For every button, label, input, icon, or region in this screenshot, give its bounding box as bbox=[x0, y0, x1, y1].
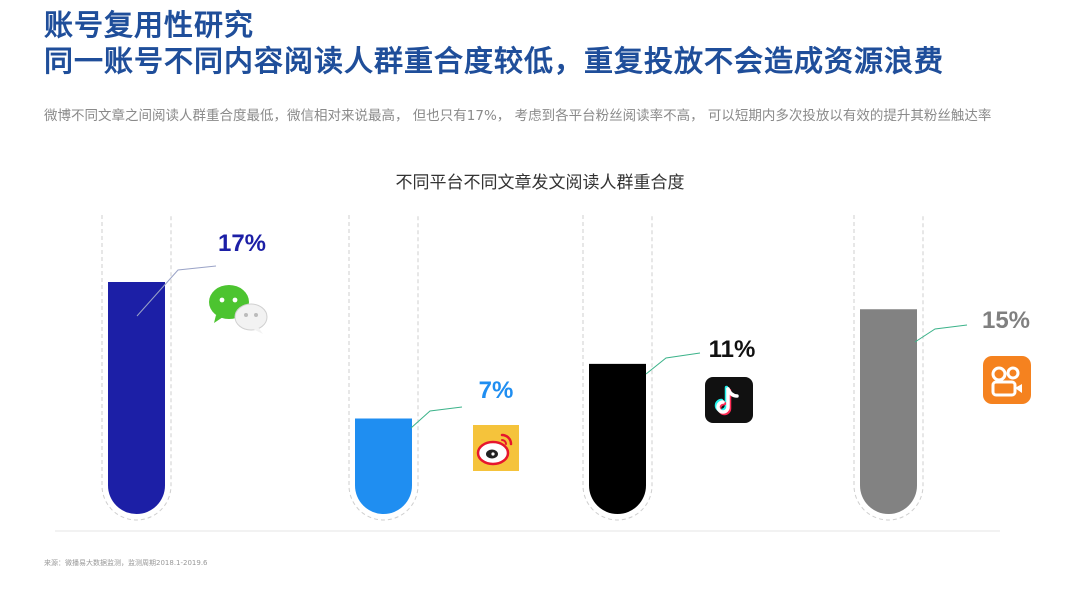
bar-1 bbox=[108, 282, 165, 514]
description-text: 微博不同文章之间阅读人群重合度最低，微信相对来说最高， 但也只有17%， 考虑到… bbox=[44, 108, 992, 124]
bar-4 bbox=[860, 309, 917, 514]
page-title: 账号复用性研究 bbox=[44, 8, 255, 42]
leader-line-3 bbox=[645, 352, 701, 375]
douyin-icon bbox=[705, 377, 753, 423]
bar-2 bbox=[355, 418, 412, 514]
data-label-3: 11% bbox=[709, 336, 756, 363]
page-subtitle: 同一账号不同内容阅读人群重合度较低，重复投放不会造成资源浪费 bbox=[44, 44, 945, 78]
data-label-2: 7% bbox=[479, 377, 514, 404]
wechat-icon bbox=[209, 285, 268, 334]
chart-title: 不同平台不同文章发文阅读人群重合度 bbox=[395, 173, 685, 193]
source-note: 来源：微播易大数据监测，监测周期2018.1-2019.6 bbox=[44, 559, 208, 567]
kuaishou-icon bbox=[983, 356, 1031, 404]
tube-outline bbox=[101, 215, 172, 521]
tube-outline bbox=[853, 215, 924, 521]
leader-line-1 bbox=[136, 265, 217, 317]
tube-outline bbox=[348, 215, 419, 521]
leader-line-4 bbox=[914, 324, 968, 343]
tube-outline bbox=[582, 215, 653, 521]
weibo-icon bbox=[473, 425, 519, 471]
bar-3 bbox=[589, 363, 646, 514]
data-label-1: 17% bbox=[218, 230, 266, 257]
leader-line-2 bbox=[410, 406, 463, 429]
data-label-4: 15% bbox=[982, 307, 1030, 334]
